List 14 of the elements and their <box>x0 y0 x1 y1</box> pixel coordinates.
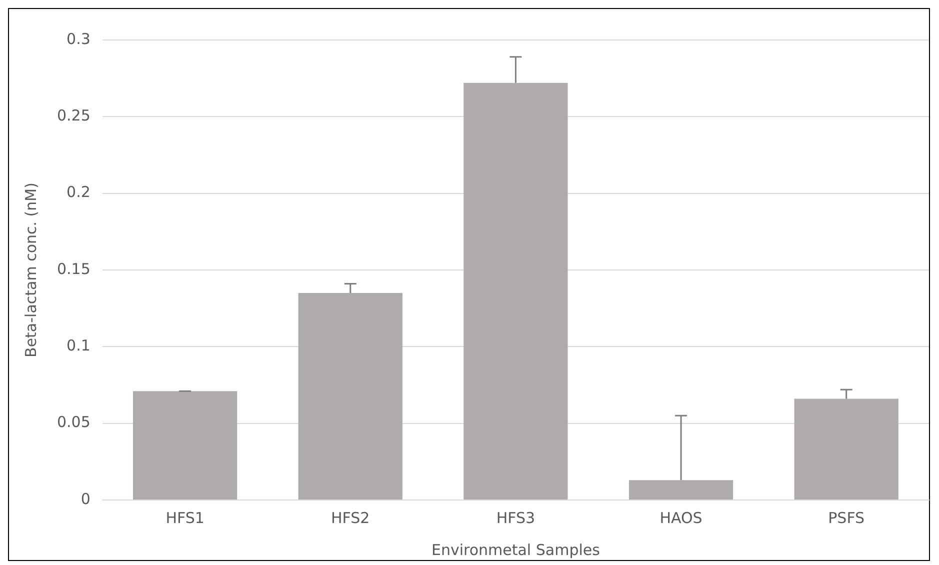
x-tick-label: HAOS <box>660 508 702 527</box>
y-tick-label: 0.3 <box>66 30 90 48</box>
y-tick-label: 0.15 <box>56 260 90 278</box>
y-axis-title: Beta-lactam conc. (nM) <box>22 182 40 358</box>
y-tick-label: 0.2 <box>66 183 90 202</box>
x-tick-label: HFS2 <box>331 508 370 527</box>
x-tick-label: HFS3 <box>496 508 536 527</box>
x-tick-label: HFS1 <box>166 508 204 527</box>
y-tick-label: 0 <box>80 490 90 508</box>
y-tick-label: 0.25 <box>56 106 90 125</box>
x-axis-title: Environmetal Samples <box>431 540 600 559</box>
x-tick-label: PSFS <box>828 508 865 527</box>
y-tick-label: 0.1 <box>66 336 90 355</box>
y-tick-label: 0.05 <box>56 413 90 432</box>
